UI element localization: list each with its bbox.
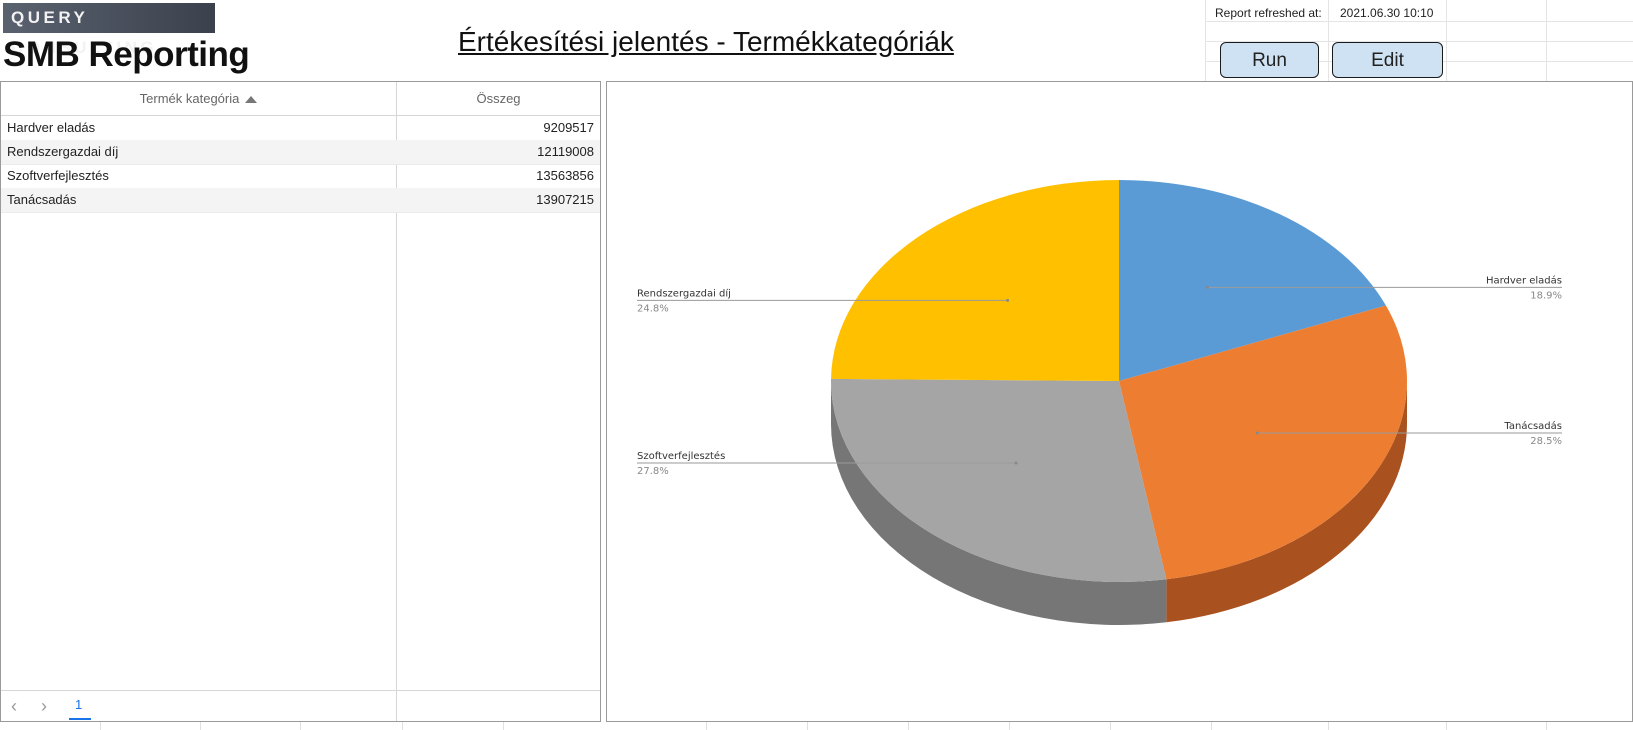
pie-slice-label: Hardver eladás: [1486, 274, 1562, 286]
pie-slice-percent: 27.8%: [637, 466, 669, 477]
pie-slice[interactable]: [1119, 305, 1407, 580]
pie-slice-label: Tanácsadás: [1503, 420, 1562, 432]
cell-category: Hardver eladás: [7, 120, 96, 135]
refresh-timestamp[interactable]: 2021.06.30 10:10: [1340, 6, 1434, 20]
chevron-right-icon[interactable]: ›: [41, 696, 47, 716]
column-header-amount[interactable]: Összeg: [476, 91, 521, 106]
pie-slice[interactable]: [831, 180, 1119, 381]
cell-category: Tanácsadás: [7, 192, 77, 207]
pagination: ‹ › 1: [1, 690, 600, 721]
page-title: Értékesítési jelentés - Termékkategóriák: [458, 26, 954, 57]
cell-amount: 13907215: [536, 192, 594, 207]
pie-slice-side: [1166, 381, 1407, 623]
data-table: Termék kategória Összeg Hardver eladás 9…: [0, 81, 601, 722]
table-header: Termék kategória Összeg: [1, 82, 600, 116]
cell-category: Szoftverfejlesztés: [7, 168, 109, 183]
cell-amount: 9209517: [543, 120, 594, 135]
pie-chart: Hardver eladás 18.9% Tanácsadás 28.5% Szoftv…: [637, 180, 1562, 625]
chevron-left-icon[interactable]: ‹: [11, 696, 17, 716]
leader-dot: [1206, 285, 1210, 289]
table-row[interactable]: Rendszergazdai díj 12119008: [1, 140, 600, 165]
cell-amount: 12119008: [537, 144, 594, 159]
table-row[interactable]: Tanácsadás 13907215: [1, 188, 600, 213]
pie-slice-percent: 28.5%: [1530, 436, 1562, 447]
pie-slice-side: [831, 381, 1167, 625]
leader-dot: [1006, 298, 1010, 302]
edit-button[interactable]: Edit: [1332, 42, 1443, 78]
leader-dot: [1014, 461, 1018, 465]
pie-slice[interactable]: [831, 378, 1167, 582]
column-header-category[interactable]: Termék kategória: [1, 82, 397, 115]
pie-slice-label: Szoftverfejlesztés: [637, 450, 725, 462]
table-row[interactable]: Hardver eladás 9209517: [1, 116, 600, 141]
pie-slice-percent: 18.9%: [1530, 290, 1562, 301]
active-page-indicator: [69, 718, 91, 720]
page-number[interactable]: 1: [75, 697, 83, 712]
run-button[interactable]: Run: [1220, 42, 1319, 78]
cell-amount: 13563856: [536, 168, 594, 183]
logo-smb-reporting: SMB Reporting: [3, 35, 250, 74]
column-divider: [396, 82, 397, 721]
logo-query-consulting: QUERY CONSULTING: [3, 3, 215, 57]
pie-slice-percent: 24.8%: [637, 303, 669, 314]
table-row[interactable]: Szoftverfejlesztés 13563856: [1, 164, 600, 189]
cell-category: Rendszergazdai díj: [7, 144, 119, 159]
pie-slice[interactable]: [1119, 180, 1386, 381]
sort-ascending-icon: [245, 96, 258, 104]
leader-dot: [1255, 431, 1259, 435]
column-header-category-label: Termék kategória: [139, 91, 240, 106]
pie-slice-label: Rendszergazdai díj: [637, 287, 731, 299]
refresh-label: Report refreshed at:: [1215, 6, 1322, 20]
pie-chart-panel: Hardver eladás 18.9% Tanácsadás 28.5% Szoftv…: [606, 81, 1633, 722]
